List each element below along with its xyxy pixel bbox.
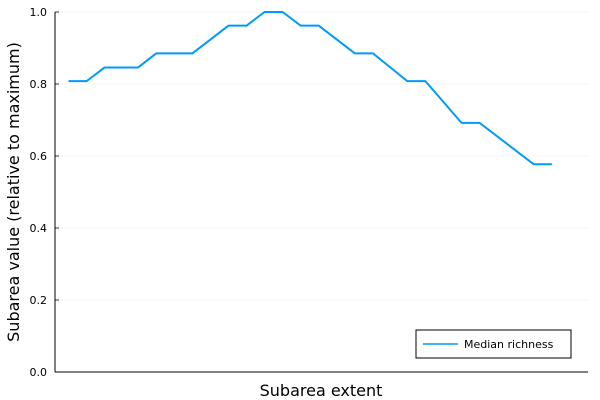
y-tick-label: 0.6: [30, 150, 48, 163]
x-axis-title: Subarea extent: [260, 381, 383, 400]
legend-label-median-richness: Median richness: [464, 338, 554, 351]
y-tick-label: 0.2: [30, 294, 48, 307]
series-line-median-richness: [68, 11, 552, 166]
y-tick-label: 0.4: [30, 222, 48, 235]
series-lines: [68, 11, 552, 166]
y-tick-label: 0.0: [30, 366, 48, 379]
y-tick-labels: 0.0 0.2 0.4 0.6 0.8 1.0: [30, 6, 59, 379]
y-tick-label: 0.8: [30, 78, 48, 91]
legend: Median richness: [415, 329, 572, 359]
y-axis-title: Subarea value (relative to maximum): [4, 42, 23, 342]
y-tick-label: 1.0: [30, 6, 48, 19]
axes: [54, 12, 588, 373]
